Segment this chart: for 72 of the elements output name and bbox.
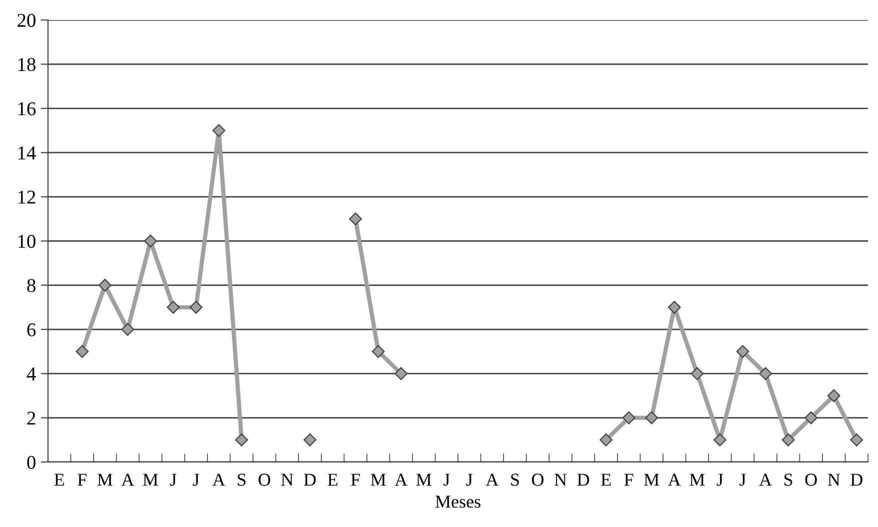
x-tick-label: J bbox=[170, 474, 176, 486]
point bbox=[827, 389, 840, 402]
point bbox=[372, 345, 385, 358]
y-tick-label: 16 bbox=[18, 102, 36, 116]
point bbox=[713, 433, 726, 446]
x-tick-label: A bbox=[121, 474, 134, 486]
x-tick-label: M bbox=[416, 474, 432, 486]
x-tick-label: E bbox=[328, 474, 338, 486]
x-tick-label: E bbox=[601, 474, 611, 486]
y-tick-label: 0 bbox=[27, 456, 36, 469]
point bbox=[690, 367, 704, 380]
x-tick-label: N bbox=[554, 474, 567, 486]
y-tick-label: 18 bbox=[18, 58, 36, 72]
x-tick-label: F bbox=[624, 474, 634, 486]
point bbox=[76, 345, 89, 358]
point bbox=[850, 433, 864, 446]
point bbox=[166, 300, 180, 314]
x-tick-label: F bbox=[78, 474, 87, 486]
y-tick-label: 4 bbox=[26, 368, 36, 380]
x-tick-label: D bbox=[304, 474, 316, 486]
x-tick-label: D bbox=[577, 474, 590, 486]
x-tick-label: A bbox=[212, 474, 226, 486]
x-tick-label: S bbox=[511, 474, 519, 486]
x-tick-label: O bbox=[532, 474, 544, 486]
point bbox=[144, 234, 157, 248]
point bbox=[212, 124, 226, 137]
x-tick-label: S bbox=[784, 474, 792, 486]
point bbox=[622, 411, 636, 424]
x-tick-label: J bbox=[466, 474, 473, 486]
point bbox=[190, 300, 203, 314]
x-tick-label: M bbox=[644, 474, 660, 486]
y-tick-label: 20 bbox=[18, 14, 36, 27]
x-tick-label: J bbox=[443, 474, 450, 486]
y-tick-label: 6 bbox=[27, 323, 36, 336]
x-tick-label: D bbox=[850, 474, 862, 486]
x-tick-label: M bbox=[370, 474, 386, 486]
x-tick-label: N bbox=[828, 474, 840, 486]
x-tick-label: N bbox=[281, 474, 294, 486]
point bbox=[235, 433, 248, 446]
point bbox=[303, 433, 316, 446]
x-tick-label: M bbox=[690, 474, 705, 486]
point bbox=[782, 433, 795, 446]
point bbox=[600, 433, 613, 446]
x-tick-label: F bbox=[351, 474, 360, 486]
x-tick-label: A bbox=[668, 474, 681, 486]
point bbox=[759, 367, 772, 380]
x-tick-label: A bbox=[759, 474, 772, 486]
x-tick-label: A bbox=[394, 474, 408, 486]
point bbox=[394, 367, 408, 380]
x-tick-label: S bbox=[238, 474, 246, 486]
x-tick-label: E bbox=[54, 474, 64, 486]
x-tick-label: M bbox=[97, 474, 112, 486]
y-tick-label: 8 bbox=[27, 279, 36, 292]
point bbox=[645, 411, 658, 424]
point bbox=[668, 300, 681, 314]
point bbox=[349, 212, 362, 226]
x-tick-label: J bbox=[740, 474, 746, 486]
point bbox=[121, 322, 134, 336]
y-tick-label: 10 bbox=[18, 234, 36, 248]
point bbox=[736, 345, 750, 358]
point bbox=[804, 411, 818, 424]
x-axis-title: Meses bbox=[435, 496, 480, 508]
x-tick-label: O bbox=[258, 474, 270, 486]
x-tick-label: M bbox=[142, 474, 158, 486]
y-tick-label: 2 bbox=[27, 412, 36, 425]
x-tick-label: J bbox=[192, 474, 200, 486]
x-tick-label: J bbox=[716, 474, 724, 486]
x-tick-label: O bbox=[805, 474, 817, 486]
point bbox=[98, 278, 112, 292]
y-tick-label: 12 bbox=[18, 190, 36, 204]
y-tick-label: 14 bbox=[18, 146, 36, 160]
x-tick-label: A bbox=[486, 474, 499, 486]
